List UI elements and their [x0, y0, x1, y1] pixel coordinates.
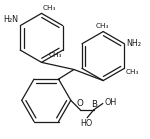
Text: B: B: [91, 100, 97, 109]
Text: OH: OH: [105, 98, 117, 107]
Text: NH₂: NH₂: [126, 39, 141, 48]
Text: CH₃: CH₃: [42, 5, 56, 11]
Text: H₂N: H₂N: [4, 15, 19, 24]
Text: CH₃: CH₃: [48, 52, 62, 58]
Text: O: O: [76, 99, 83, 108]
Text: CH₃: CH₃: [96, 23, 109, 29]
Text: HO: HO: [80, 119, 92, 128]
Text: CH₃: CH₃: [126, 69, 140, 75]
